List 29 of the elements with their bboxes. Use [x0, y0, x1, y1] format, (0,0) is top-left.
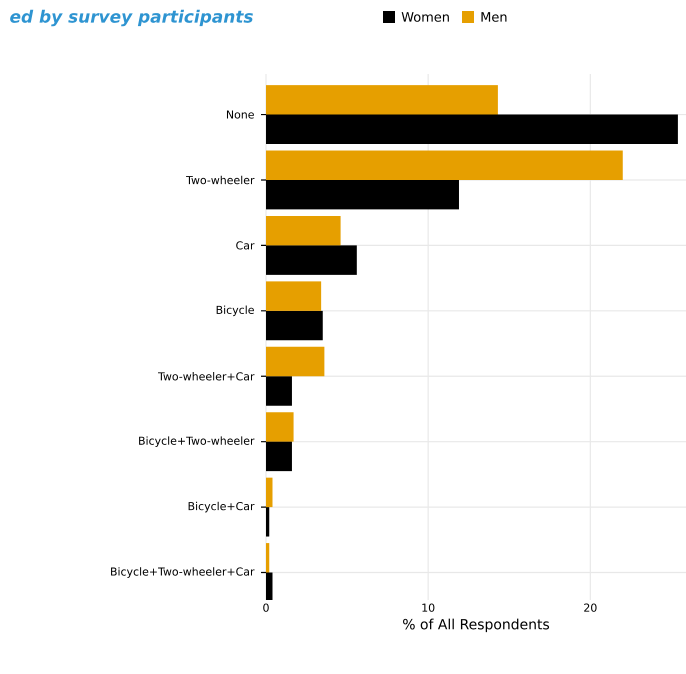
legend-label: Women [402, 12, 449, 22]
bar [266, 507, 270, 537]
x-tick-label: 10 [422, 604, 434, 612]
bar [266, 150, 623, 180]
y-tick-label: Bicycle [216, 306, 254, 316]
bar [266, 281, 322, 311]
bar [266, 85, 498, 115]
y-tick-label: Two-wheeler [186, 176, 254, 184]
y-tick-label: Bicycle+Two-wheeler [139, 436, 254, 447]
y-tick-label: None [226, 110, 254, 119]
bar [266, 376, 292, 406]
bar [266, 442, 292, 472]
bar [266, 216, 341, 246]
x-tick-label: 20 [584, 604, 597, 612]
y-tick-label: Bicycle+Car [188, 502, 254, 512]
bar [266, 412, 294, 442]
bar [266, 543, 270, 573]
x-axis-title: % of All Respondents [403, 618, 550, 632]
x-tick-label: 0 [263, 604, 269, 612]
legend-label: Men [481, 12, 506, 22]
y-tick-label: Car [236, 241, 254, 250]
bar [266, 310, 323, 340]
bar [266, 478, 272, 508]
y-tick-label: Two-wheeler+Car [158, 372, 254, 380]
bar [266, 245, 357, 275]
y-tick-label: Bicycle+Two-wheeler+Car [111, 567, 254, 578]
chart-title: ed by survey participants [10, 10, 253, 26]
bar [266, 346, 324, 376]
bar [266, 180, 459, 210]
